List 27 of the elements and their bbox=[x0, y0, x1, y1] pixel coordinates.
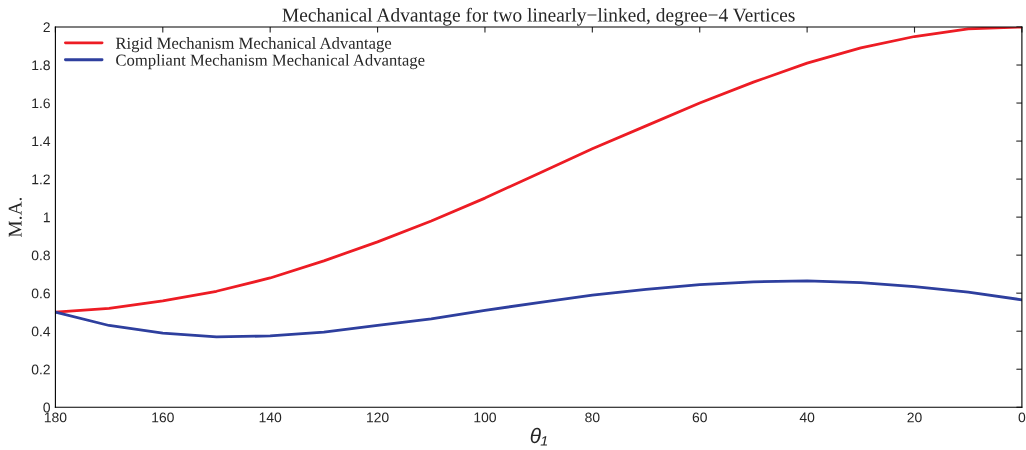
y-tick-label: 1.8 bbox=[32, 60, 50, 71]
x-tick-label: 80 bbox=[585, 412, 600, 423]
y-tick-label: 0.6 bbox=[31, 288, 50, 299]
legend-label: Rigid Mechanism Mechanical Advantage bbox=[115, 37, 392, 53]
y-tick-label: 2 bbox=[43, 22, 50, 33]
y-tick-label: 0.8 bbox=[31, 250, 50, 261]
y-tick-label: 1.6 bbox=[32, 98, 50, 109]
x-tick-label: 20 bbox=[907, 412, 922, 423]
legend-label: Compliant Mechanism Mechanical Advantage bbox=[116, 54, 425, 70]
x-tick-label: 100 bbox=[474, 412, 496, 423]
x-tick-label: 160 bbox=[152, 412, 174, 423]
x-tick-label: 140 bbox=[259, 412, 282, 423]
x-tick-label: 180 bbox=[44, 412, 67, 423]
y-tick-label: 1 bbox=[43, 212, 50, 223]
x-tick-label: 120 bbox=[367, 412, 389, 423]
x-tick-label: 0 bbox=[1018, 412, 1026, 423]
chart-title: Mechanical Advantage for two linearly−linked, degree−4 Vertices bbox=[282, 7, 795, 26]
y-tick-label: 1.2 bbox=[32, 174, 50, 185]
line-series bbox=[55, 279, 1022, 339]
x-tick-label: 40 bbox=[799, 412, 815, 423]
y-tick-label: 1.4 bbox=[32, 136, 51, 147]
y-axis-title: M.A. bbox=[8, 197, 22, 238]
y-tick-label: 0.2 bbox=[31, 364, 50, 375]
x-tick-label: 60 bbox=[692, 412, 707, 423]
y-tick-label: 0.4 bbox=[31, 326, 51, 337]
x-axis-title: θ₁ bbox=[530, 427, 548, 446]
y-tick-label: 0 bbox=[43, 402, 50, 413]
